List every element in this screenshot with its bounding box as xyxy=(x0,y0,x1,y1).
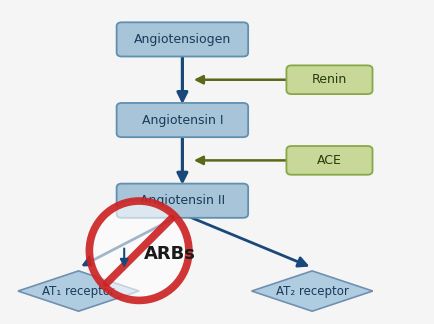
FancyBboxPatch shape xyxy=(286,146,372,175)
Text: Renin: Renin xyxy=(312,73,347,86)
Text: AT₂ receptor: AT₂ receptor xyxy=(276,284,349,297)
Polygon shape xyxy=(252,271,373,311)
FancyBboxPatch shape xyxy=(117,103,248,137)
FancyBboxPatch shape xyxy=(117,184,248,218)
Text: ARBs: ARBs xyxy=(144,245,195,263)
Ellipse shape xyxy=(89,201,189,300)
Text: Angiotensin II: Angiotensin II xyxy=(140,194,225,207)
FancyBboxPatch shape xyxy=(286,65,372,94)
FancyBboxPatch shape xyxy=(117,22,248,56)
Text: Angiotensiogen: Angiotensiogen xyxy=(134,33,231,46)
Text: AT₁ receptor: AT₁ receptor xyxy=(42,284,115,297)
Polygon shape xyxy=(18,271,139,311)
Text: ACE: ACE xyxy=(317,154,342,167)
Text: Angiotensin I: Angiotensin I xyxy=(141,113,223,127)
